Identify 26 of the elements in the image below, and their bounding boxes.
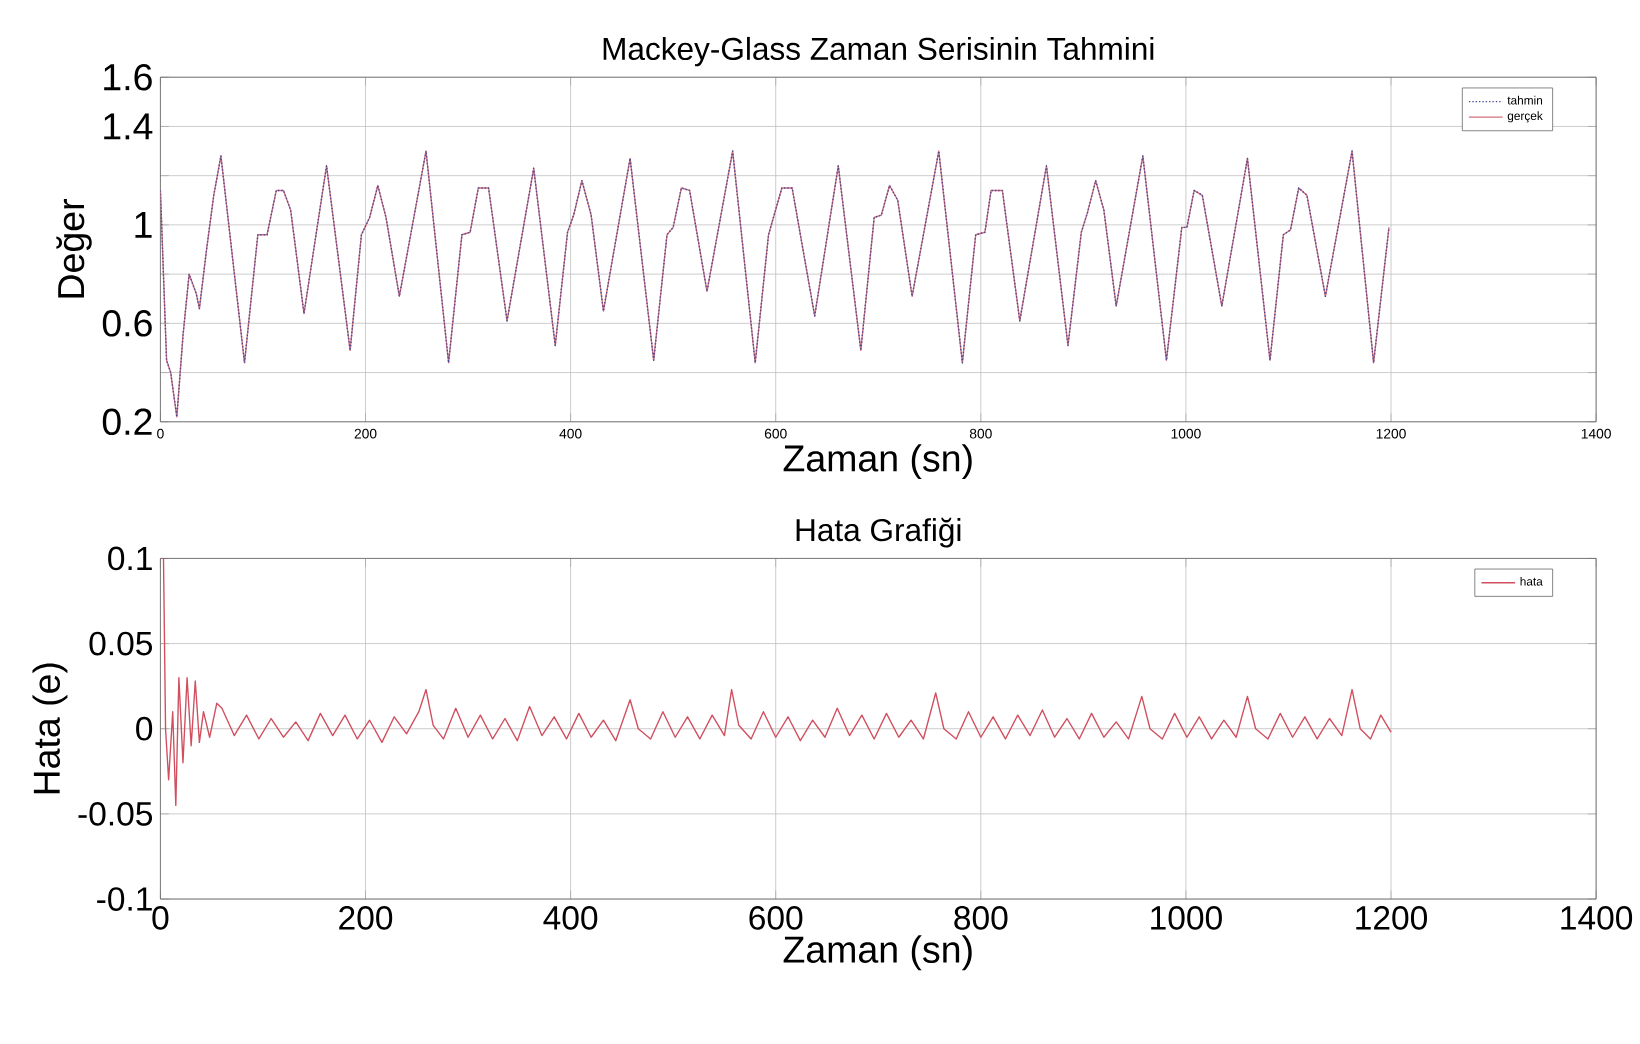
line-series (160, 150, 1390, 418)
y-tick-label: -0.05 (78, 802, 153, 826)
y-tick-label: 0.6 (102, 310, 152, 337)
y-tick-label: 1.4 (104, 113, 153, 140)
x-axis-title: Zaman (sn) (783, 444, 972, 480)
y-tick-label: 1.6 (104, 64, 152, 91)
chart-title: Hata Grafiği (796, 517, 961, 548)
y-axis-title: Hata (e) (32, 663, 68, 794)
y-tick-label: -0.1 (97, 887, 152, 912)
y-tick-label: 0.2 (102, 408, 152, 436)
x-axis-title: Zaman (sn) (783, 935, 972, 971)
y-tick-label: 0.1 (108, 546, 152, 571)
y-tick-label: 1 (135, 212, 152, 238)
x-tick-label: 1400 (1561, 906, 1633, 930)
x-tick-label: 800 (954, 906, 1008, 930)
x-tick-label: 1000 (1151, 906, 1222, 930)
x-tick-label: 600 (749, 906, 803, 930)
x-tick-label: 200 (339, 906, 393, 930)
x-tick-label: 0 (152, 906, 169, 930)
y-axis-title: Değer (56, 199, 92, 298)
y-tick-label: 0.05 (89, 631, 153, 656)
x-tick-label: 1200 (1356, 906, 1428, 930)
line-series (160, 558, 1392, 807)
x-tick-label: 400 (543, 906, 598, 930)
chart-title: Mackey-Glass Zaman Serisinin Tahmini (603, 37, 1154, 67)
y-tick-label: 0 (136, 717, 153, 741)
